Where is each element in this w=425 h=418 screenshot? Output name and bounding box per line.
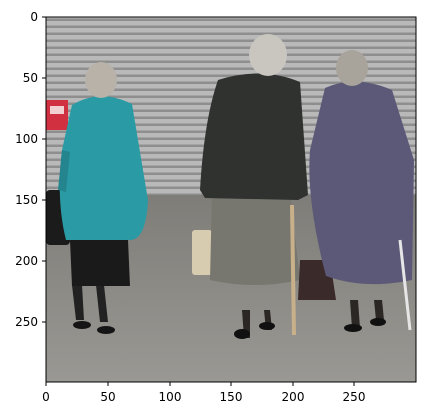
x-tick-label: 250 (343, 390, 366, 404)
x-tick-label: 100 (159, 390, 182, 404)
y-axis: 0 50 100 150 200 250 (15, 10, 46, 329)
red-sign (46, 100, 68, 130)
photo (46, 17, 416, 382)
woman-dark-jacket (192, 34, 308, 339)
woman-purple-coat (298, 50, 414, 332)
y-tick-label: 200 (15, 254, 38, 268)
x-axis: 0 50 100 150 200 250 (42, 382, 365, 404)
y-tick-label: 0 (30, 10, 38, 24)
x-tick-label: 50 (100, 390, 115, 404)
y-tick-label: 100 (15, 132, 38, 146)
woman-teal-coat (46, 62, 148, 334)
x-tick-label: 0 (42, 390, 50, 404)
y-tick-label: 250 (15, 315, 38, 329)
y-tick-label: 150 (15, 193, 38, 207)
x-tick-label: 150 (220, 390, 243, 404)
x-tick-label: 200 (282, 390, 305, 404)
y-tick-label: 50 (23, 71, 38, 85)
